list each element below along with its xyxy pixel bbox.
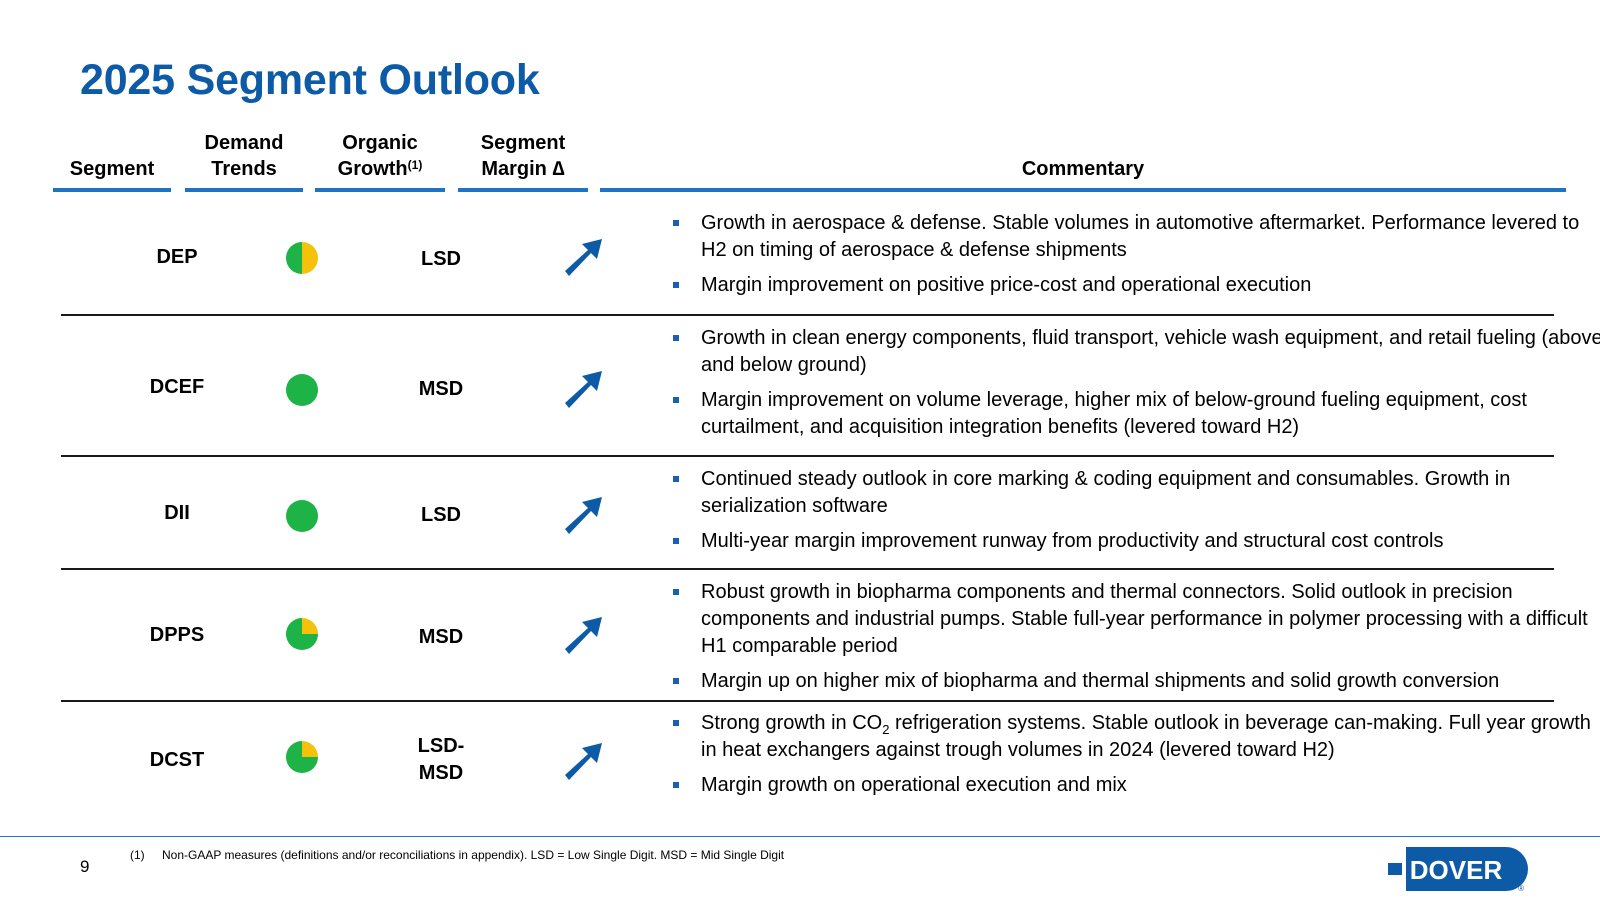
- logo-bar: [1388, 863, 1402, 875]
- header-segment: Segment: [53, 132, 171, 192]
- list-item: Margin improvement on volume leverage, h…: [673, 387, 1600, 441]
- footer-divider: [0, 836, 1600, 837]
- green-circle-icon: [286, 500, 318, 532]
- quarter-yellow-circle-icon: [286, 618, 318, 650]
- bullet-icon: [673, 335, 679, 341]
- organic-growth-value: LSD: [421, 504, 461, 526]
- segment-name: DII: [164, 502, 190, 524]
- up-right-arrow-icon: [565, 617, 602, 654]
- dover-logo: DOVER ®: [1388, 847, 1528, 893]
- bullet-icon: [673, 678, 679, 684]
- header-commentary: Commentary: [600, 132, 1566, 192]
- up-right-arrow-icon: [565, 743, 602, 780]
- bullet-icon: [673, 589, 679, 595]
- commentary: Growth in clean energy components, fluid…: [673, 325, 1600, 441]
- list-item: Margin growth on operational execution a…: [673, 772, 1600, 799]
- up-right-arrow-icon: [565, 497, 602, 534]
- page-title: 2025 Segment Outlook: [80, 56, 540, 104]
- list-item: Robust growth in biopharma components an…: [673, 579, 1600, 660]
- table-row: DCEF MSD Growth in clean energy componen…: [61, 316, 1600, 457]
- list-item: Margin up on higher mix of biopharma and…: [673, 668, 1600, 695]
- segment-name: DPPS: [149, 624, 205, 646]
- bullet-icon: [673, 220, 679, 226]
- up-right-arrow-icon: [565, 371, 602, 408]
- logo-registered-mark: ®: [1518, 884, 1524, 893]
- organic-growth-value: LSD: [421, 248, 461, 270]
- table-row: DEP LSD Growth in aerospace & defense. S…: [61, 194, 1579, 316]
- header-segment-margin: Segment Margin ∆: [458, 132, 588, 192]
- segment-name: DCST: [149, 749, 205, 771]
- organic-growth-value: LSD- MSD: [417, 735, 465, 784]
- header-demand-trends: Demand Trends: [185, 132, 303, 192]
- list-item: Strong growth in CO2 refrigeration syste…: [673, 710, 1600, 764]
- organic-growth-value: MSD: [418, 626, 464, 648]
- up-right-arrow-icon: [565, 239, 602, 276]
- arrow-shape: [565, 617, 602, 654]
- bullet-icon: [673, 720, 679, 726]
- logo-text: DOVER: [1410, 855, 1503, 885]
- bullet-icon: [673, 476, 679, 482]
- list-item: Margin improvement on positive price-cos…: [673, 272, 1600, 299]
- bullet-icon: [673, 282, 679, 288]
- commentary: Robust growth in biopharma components an…: [673, 579, 1600, 695]
- half-green-half-yellow-circle-icon: [286, 242, 318, 274]
- arrow-shape: [565, 371, 602, 408]
- header-organic-growth: Organic Growth(1): [315, 132, 445, 192]
- quarter-yellow-circle-icon: [286, 741, 318, 773]
- bullet-icon: [673, 782, 679, 788]
- logo-badge: [1406, 847, 1528, 891]
- arrow-shape: [565, 497, 602, 534]
- commentary: Strong growth in CO2 refrigeration syste…: [673, 710, 1600, 799]
- page-number: 9: [80, 857, 90, 876]
- bullet-icon: [673, 397, 679, 403]
- list-item: Multi-year margin improvement runway fro…: [673, 528, 1600, 555]
- table-row: DII LSD Continued steady outlook in core…: [61, 457, 1554, 570]
- green-circle-icon: [286, 374, 318, 406]
- segment-name: DEP: [156, 246, 198, 268]
- footnote: (1) Non-GAAP measures (definitions and/or…: [130, 848, 785, 862]
- table-row: DCST LSD- MSD Strong growth in CO2 refrig…: [61, 702, 1591, 822]
- bullet-icon: [673, 538, 679, 544]
- commentary: Growth in aerospace & defense. Stable vo…: [673, 210, 1600, 299]
- arrow-shape: [565, 239, 602, 276]
- list-item: Continued steady outlook in core marking…: [673, 466, 1600, 520]
- table-row: DPPS MSD Robust growth in biopharma comp…: [61, 570, 1588, 702]
- organic-growth-value: MSD: [418, 378, 464, 400]
- commentary: Continued steady outlook in core marking…: [673, 466, 1600, 555]
- arrow-shape: [565, 743, 602, 780]
- segment-name: DCEF: [149, 376, 205, 398]
- list-item: Growth in aerospace & defense. Stable vo…: [673, 210, 1600, 264]
- list-item: Growth in clean energy components, fluid…: [673, 325, 1600, 379]
